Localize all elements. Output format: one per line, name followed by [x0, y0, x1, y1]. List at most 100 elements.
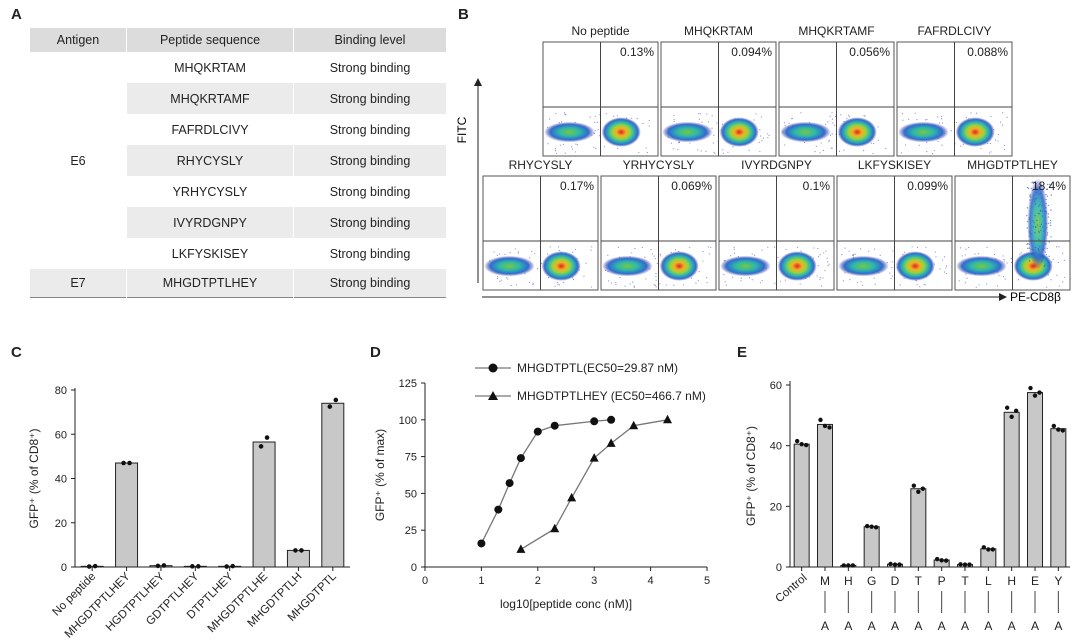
flow-event-dot [608, 280, 610, 282]
flow-event-dot [1002, 112, 1004, 114]
flow-event-dot [1046, 195, 1049, 197]
flow-event-dot [698, 271, 700, 273]
flow-event-dot [1045, 207, 1047, 209]
flow-event-dot [777, 256, 779, 259]
flow-event-dot [990, 115, 992, 118]
flow-event-dot [1041, 215, 1044, 217]
flow-event-dot [968, 246, 970, 249]
flow-event-dot [613, 115, 615, 117]
x-tick-label: L [985, 574, 992, 588]
flow-plot: 0.17% RHYCYSLY [482, 158, 599, 291]
flow-event-dot [938, 122, 941, 124]
flow-event-dot [672, 148, 674, 150]
bar [910, 488, 927, 568]
replicate-point [920, 486, 926, 491]
flow-event-dot [499, 280, 501, 282]
substitution-label: A [891, 619, 899, 633]
flow-event-dot [965, 248, 967, 250]
flow-plot-title: IVYRDGNPY [741, 158, 812, 172]
cd8-negative-population [956, 255, 1007, 277]
x-tick-label: T [961, 574, 969, 588]
flow-event-dot [506, 277, 508, 279]
flow-event-dot [834, 115, 837, 118]
flow-event-dot [773, 246, 776, 248]
flow-event-dot [554, 285, 556, 287]
fitc-axis-label: FITC [455, 116, 469, 143]
bar [321, 402, 345, 568]
flow-event-dot [1029, 195, 1031, 197]
series-line [520, 419, 668, 550]
x-tick-label: 4 [648, 575, 654, 587]
flow-event-dot [1037, 193, 1040, 196]
flow-event-dot [528, 257, 531, 259]
binding-cell: Strong binding [329, 60, 411, 75]
bar [80, 565, 104, 568]
chart-e: 0 20 40 60 GFP⁺ (% of CD8⁺) Control M A H A G A D A T A… [744, 380, 1070, 633]
flow-event-dot [583, 275, 585, 277]
header-antigen: Antigen [30, 28, 127, 52]
flow-event-dot [673, 284, 675, 286]
replicate-point [327, 404, 333, 409]
flow-event-dot [926, 118, 928, 121]
flow-event-dot [707, 246, 709, 248]
flow-event-dot [510, 284, 512, 287]
flow-event-dot [1034, 198, 1036, 200]
flow-event-dot [814, 151, 816, 153]
flow-event-dot [1058, 285, 1060, 287]
flow-event-dot [940, 118, 943, 120]
flow-plot: 0.099% LKFYSKISEY [836, 158, 953, 291]
quadrant-percent: 0.094% [731, 45, 772, 59]
flow-event-dot [914, 112, 916, 114]
flow-event-dot [1041, 190, 1044, 192]
flow-plot: 0.088% FAFRDLCIVY [896, 24, 1013, 157]
flow-event-dot [558, 284, 561, 286]
flow-event-dot [651, 253, 653, 255]
flow-event-dot [783, 122, 786, 124]
binding-cell: Strong binding [293, 145, 446, 176]
flow-event-dot [1027, 187, 1030, 190]
flow-event-dot [674, 249, 677, 251]
flow-event-dot [632, 281, 634, 283]
flow-event-dot [557, 246, 560, 248]
x-tick-label: Control [773, 572, 809, 605]
flow-event-dot [819, 254, 821, 256]
flow-event-dot [723, 273, 725, 276]
replicate-point [827, 425, 832, 430]
flow-event-dot [633, 285, 635, 287]
flow-event-dot [1050, 209, 1052, 211]
y-tick-label: 60 [55, 429, 67, 441]
flow-plot: 0.13% No peptide [542, 24, 659, 157]
flow-event-dot [945, 265, 947, 267]
flow-event-dot [923, 283, 925, 286]
flow-event-dot [1002, 255, 1004, 257]
flow-event-dot [708, 253, 710, 255]
flow-event-dot [630, 117, 633, 119]
replicate-point [258, 444, 264, 449]
legend-marker [488, 391, 498, 400]
flow-event-dot [885, 147, 887, 150]
flow-event-dot [788, 122, 790, 124]
data-point [477, 539, 486, 548]
flow-event-dot [1058, 246, 1060, 248]
flow-event-dot [785, 248, 787, 251]
flow-event-dot [1049, 264, 1051, 266]
flow-event-dot [642, 122, 644, 125]
flow-event-dot [564, 112, 566, 114]
data-point [567, 492, 577, 502]
flow-event-dot [1028, 217, 1030, 219]
flow-event-dot [980, 147, 982, 149]
flow-event-dot [754, 254, 756, 256]
binding-cell: Strong binding [329, 122, 411, 137]
flow-event-dot [873, 142, 875, 145]
replicate-point [943, 558, 949, 563]
flow-event-dot [507, 278, 509, 280]
flow-event-dot [916, 246, 919, 248]
flow-event-dot [1037, 249, 1040, 251]
flow-event-dot [753, 119, 755, 121]
flow-event-dot [673, 118, 675, 120]
flow-event-dot [1040, 189, 1042, 191]
flow-event-dot [1035, 182, 1037, 185]
flow-event-dot [549, 118, 551, 120]
flow-event-dot [873, 277, 875, 279]
